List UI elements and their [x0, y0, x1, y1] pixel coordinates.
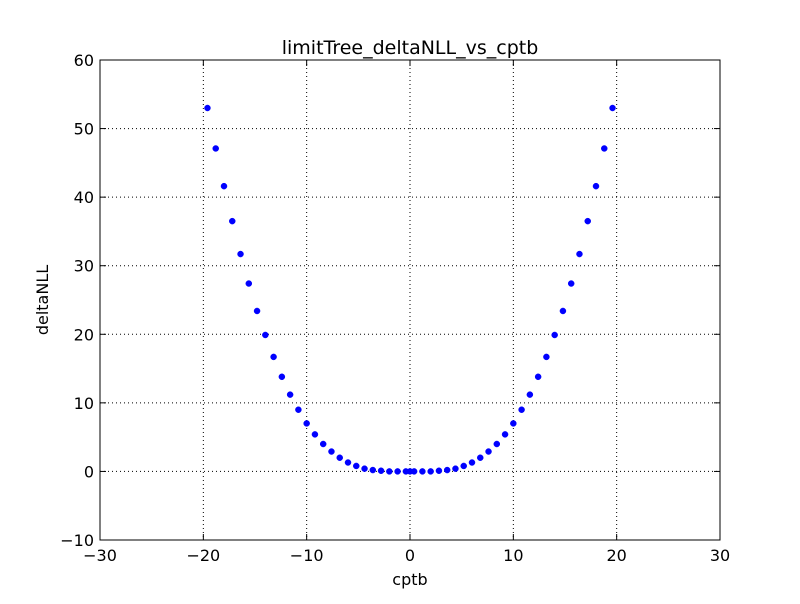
data-point [435, 467, 443, 474]
y-tick-label: 60 [74, 51, 94, 70]
data-point [410, 468, 418, 475]
data-point [220, 182, 228, 190]
data-point [303, 420, 310, 427]
data-point [361, 465, 368, 472]
data-point [336, 454, 343, 461]
chart-title: limitTree_deltaNLL_vs_cptb [282, 37, 539, 59]
y-tick-label: −10 [60, 531, 94, 550]
data-point [262, 331, 269, 339]
data-point [353, 462, 360, 470]
data-point [286, 391, 294, 398]
data-point [468, 459, 476, 466]
y-axis-label: deltaNLL [33, 265, 52, 335]
data-point [394, 468, 401, 475]
data-point [592, 182, 600, 190]
data-point [609, 104, 616, 112]
data-point [311, 431, 319, 438]
y-tick-label: 40 [74, 188, 94, 207]
data-point [584, 217, 591, 225]
y-tick-label: 20 [74, 325, 94, 344]
x-tick-label: 20 [606, 546, 626, 565]
data-point [559, 307, 567, 315]
data-point [212, 145, 219, 152]
data-point [576, 250, 583, 258]
x-tick-label: −20 [186, 546, 220, 565]
data-point [419, 468, 426, 475]
data-point [245, 280, 253, 287]
x-tick-label: −30 [83, 546, 117, 565]
x-axis-label: cptb [392, 570, 427, 589]
data-point [344, 459, 352, 466]
data-point [485, 448, 492, 455]
data-point [477, 454, 484, 461]
data-point [253, 307, 261, 315]
y-tick-label: 50 [74, 120, 94, 139]
data-point [526, 391, 534, 398]
data-point [369, 466, 377, 474]
data-point [386, 468, 393, 475]
data-point [452, 465, 459, 472]
data-point [278, 373, 286, 381]
data-point [204, 104, 211, 112]
x-tick-label: 30 [710, 546, 730, 565]
data-point [443, 466, 451, 474]
data-point [543, 353, 550, 361]
data-point [501, 431, 509, 438]
tick-labels: −30 −20 −10 0 10 20 30 −10 0 10 20 30 40 50 60 [60, 51, 730, 565]
x-tick-label: 10 [503, 546, 523, 565]
data-point [601, 145, 608, 152]
data-point [237, 250, 244, 258]
data-points [204, 104, 616, 475]
data-point [377, 467, 385, 474]
data-point [534, 373, 542, 381]
data-point [510, 420, 517, 427]
data-point [518, 406, 525, 413]
data-point [567, 280, 575, 287]
data-point [319, 440, 327, 448]
y-tick-label: 10 [74, 394, 94, 413]
data-point [427, 468, 434, 475]
data-point [460, 462, 467, 470]
data-point [551, 331, 558, 339]
x-tick-label: 0 [405, 546, 415, 565]
data-point [328, 448, 335, 455]
x-tick-label: −10 [290, 546, 324, 565]
grid-lines [100, 60, 720, 540]
data-point [270, 353, 277, 361]
data-point [229, 217, 236, 225]
y-tick-label: 30 [74, 257, 94, 276]
data-point [493, 440, 501, 448]
y-tick-label: 0 [84, 462, 94, 481]
axis-ticks [99, 59, 721, 541]
data-point [295, 406, 302, 413]
